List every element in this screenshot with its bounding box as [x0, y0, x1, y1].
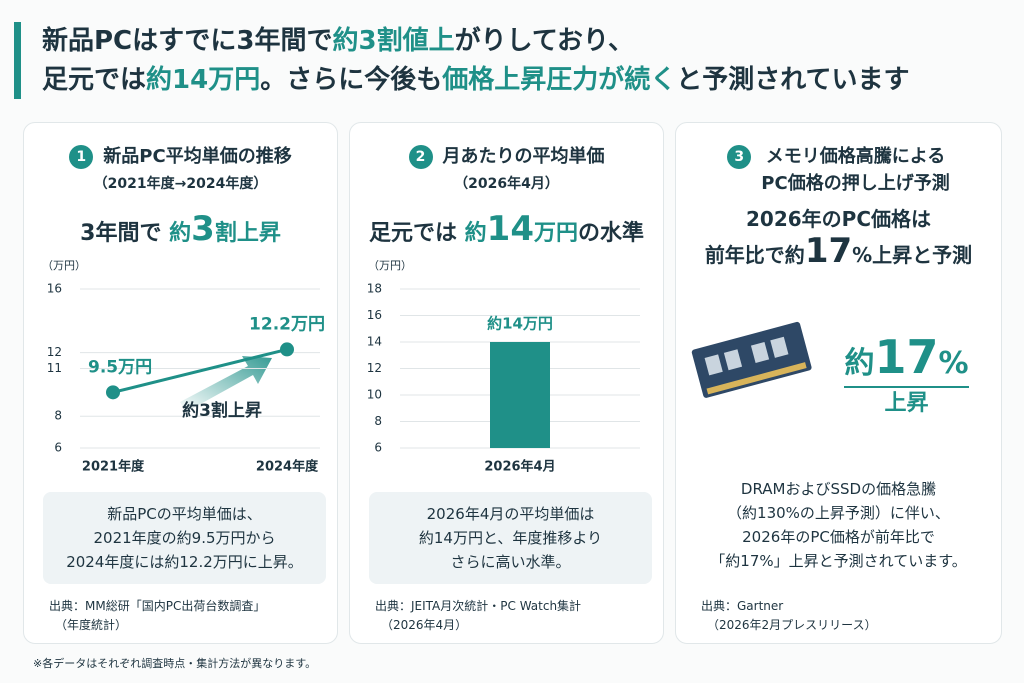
panel-number: 1	[69, 145, 94, 169]
headline: 2026年のPC価格は 前年比で約17%上昇と予測	[676, 203, 1001, 271]
note: 新品PCの平均単価は、 2021年度の約9.5万円から 2024年度には約12.…	[43, 492, 326, 584]
text-segment: 約14万円	[146, 65, 261, 95]
header: 新品PCはすでに3年間で約3割値上がりしており、 足元では約14万円。さらに今後も…	[42, 22, 909, 100]
note: DRAMおよびSSDの価格急騰 （約130%の上昇予測）に伴い、 2026年のP…	[710, 480, 967, 570]
header-line: 足元では約14万円。さらに今後も価格上昇圧力が続くと予測されています	[42, 61, 909, 100]
panel: 3 メモリ価格高騰による PC価格の押し上げ予測 2026年のPC価格は 前年比で約…	[675, 122, 1002, 644]
text-segment: 17	[804, 231, 853, 271]
text-segment: 約	[169, 221, 192, 246]
text-segment: 足元では	[42, 65, 147, 95]
panel-head: 2 月あたりの平均単価	[350, 143, 663, 170]
panel-title: 月あたりの平均単価	[442, 146, 605, 167]
panel-head: 3 メモリ価格高騰による PC価格の押し上げ予測	[676, 143, 1001, 197]
source: 出典：Gartner （2026年2月プレスリリース）	[701, 599, 877, 632]
panel: 1 新品PC平均単価の推移 （2021年度→2024年度） 3年間で 約3割上昇新品P…	[23, 122, 338, 644]
text-segment: 約	[464, 221, 487, 246]
header-line: 新品PCはすでに3年間で約3割値上がりしており、	[42, 22, 909, 61]
text-segment: %	[938, 346, 969, 381]
panel-number: 2	[408, 145, 433, 169]
text-segment: 3	[191, 209, 215, 249]
headline: 足元では 約14万円の水準	[350, 209, 663, 249]
text-segment: がりしており、	[454, 26, 634, 56]
panel-subtitle: （2021年度→2024年度）	[93, 176, 268, 192]
text-segment: 万円	[533, 221, 578, 246]
panel-title: 新品PC平均単価の推移	[103, 146, 292, 167]
text-segment: 価格上昇圧力が続く	[442, 65, 677, 95]
footnote: ※各データはそれぞれ調査時点・集計方法が異なります。	[33, 657, 317, 670]
text-segment: 割上昇	[214, 221, 281, 246]
callout-sub: 上昇	[884, 391, 929, 416]
headline: 3年間で 約3割上昇	[24, 209, 337, 249]
callout: 約17%	[844, 334, 969, 388]
text-segment: 。さらに今後も	[260, 65, 443, 95]
text-segment: 新品PCはすでに3年間で	[42, 26, 333, 56]
text-segment: 3年間で	[80, 221, 170, 246]
text-segment: と予測されています	[676, 65, 910, 95]
text-segment: 約	[844, 346, 875, 381]
panel: 2 月あたりの平均単価 （2026年4月） 足元では 約14万円の水準 2026年4月の…	[349, 122, 664, 644]
text-segment: の水準	[578, 221, 645, 246]
note: 2026年4月の平均単価は 約14万円と、年度推移より さらに高い水準。	[369, 492, 652, 584]
panel-subtitle: （2026年4月）	[454, 176, 559, 192]
text-segment: 足元では	[368, 221, 465, 246]
text-segment: 17	[874, 330, 939, 384]
text-segment: 約3割値上	[332, 26, 455, 56]
text-segment: 14	[486, 209, 534, 249]
text-segment: %上昇と予測	[852, 243, 973, 267]
panel-head: 1 新品PC平均単価の推移	[24, 143, 337, 170]
panel-title: メモリ価格高騰による PC価格の押し上げ予測	[761, 146, 950, 194]
source: 出典：JEITA月次統計・PC Watch集計 （2026年4月）	[375, 599, 582, 632]
header-bar	[14, 22, 21, 99]
text-segment: 2026年のPC価格は 前年比で約	[704, 207, 931, 267]
panel-number: 3	[727, 145, 752, 169]
source: 出典：MM総研「国内PC出荷台数調査」 （年度統計）	[49, 599, 266, 632]
